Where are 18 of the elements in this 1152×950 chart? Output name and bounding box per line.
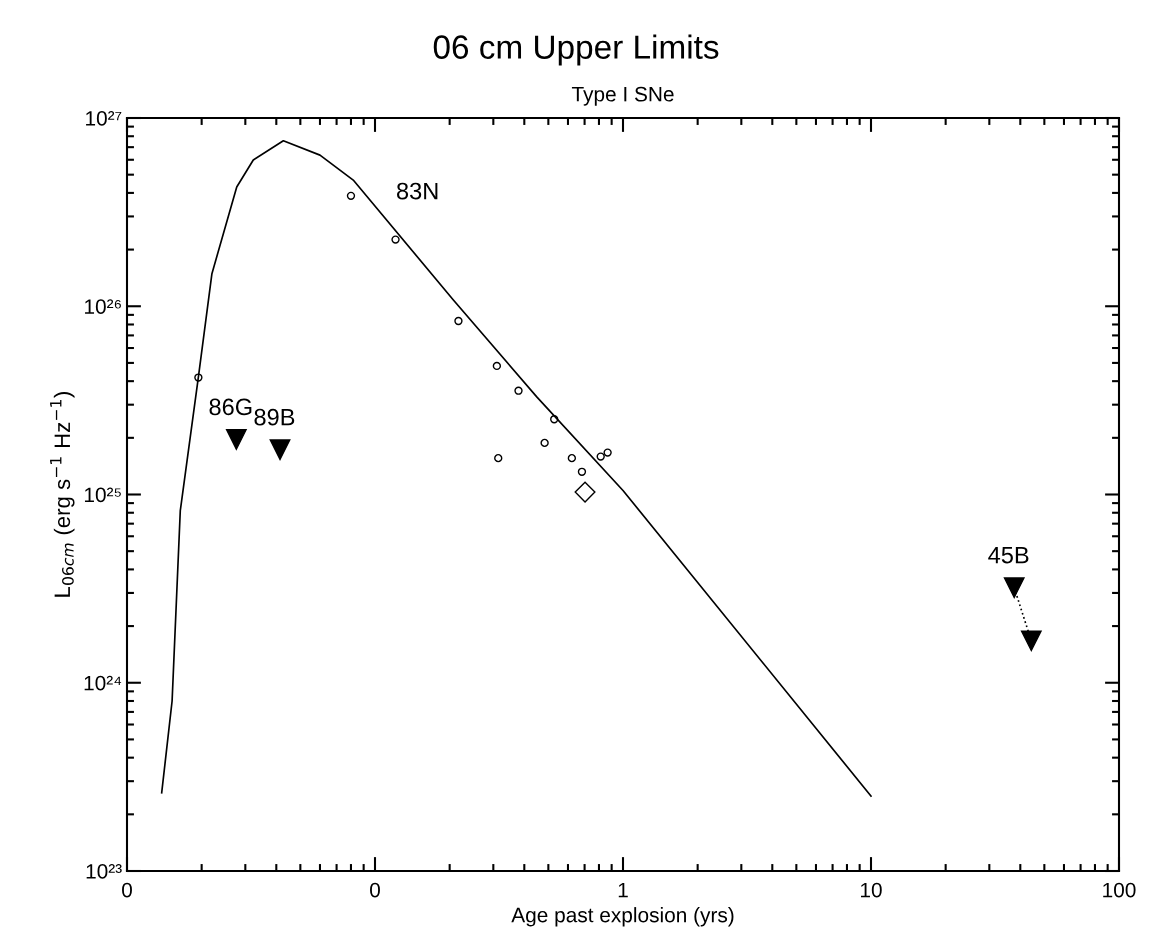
y-tick-label: 10²³ bbox=[86, 864, 122, 879]
chart-title: 06 cm Upper Limits bbox=[433, 34, 719, 66]
x-tick-label: 0 bbox=[122, 882, 132, 898]
series-label: 89B bbox=[254, 408, 295, 426]
x-tick-label: 100 bbox=[1103, 882, 1136, 898]
x-tick-label: 10 bbox=[861, 882, 882, 898]
series-label: 83N bbox=[397, 182, 438, 200]
y-axis-title: L$_{06cm}$ (erg s$^{−1}$ Hz$^{−1}$) bbox=[50, 391, 75, 597]
x-tick-label: 1 bbox=[618, 882, 628, 898]
y-tick-label: 10²⁷ bbox=[86, 111, 122, 126]
x-tick-label: 0 bbox=[370, 882, 380, 898]
y-tick-label: 10²⁶ bbox=[85, 299, 121, 314]
y-tick-label: 10²⁵ bbox=[84, 487, 121, 503]
chart-subtitle: Type I SNe bbox=[571, 86, 674, 106]
series-label: 86G bbox=[209, 398, 252, 416]
x-axis-title: Age past explosion (yrs) bbox=[511, 907, 734, 927]
series-label: 45B bbox=[988, 546, 1029, 564]
y-tick-label: 10²⁴ bbox=[84, 675, 122, 691]
